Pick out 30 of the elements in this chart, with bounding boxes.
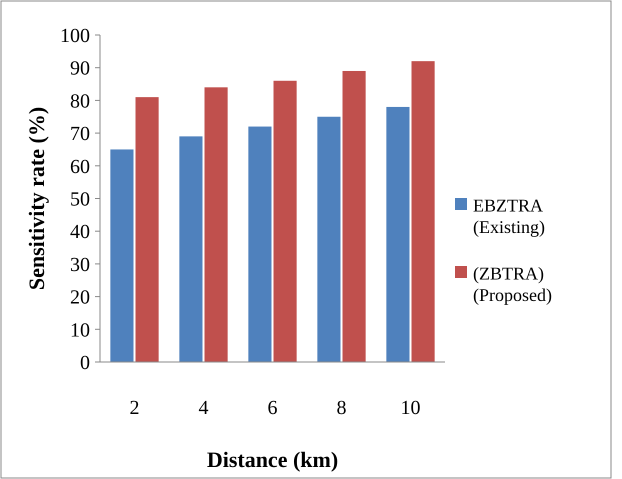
legend-label: EBZTRA (Existing) — [473, 195, 545, 237]
y-tick-label: 10 — [70, 319, 90, 342]
x-tick-label: 10 — [400, 397, 420, 419]
x-tick-label: 2 — [130, 397, 140, 419]
bar — [412, 61, 435, 362]
bar — [386, 106, 410, 362]
y-tick-label: 100 — [60, 25, 90, 47]
x-tick-label: 8 — [336, 397, 346, 419]
y-tick-label: 20 — [70, 286, 90, 309]
y-tick-label: 50 — [70, 188, 90, 210]
bar — [179, 136, 202, 362]
x-axis-title: Distance (km) — [206, 447, 338, 472]
bar — [342, 70, 366, 362]
bar — [136, 97, 159, 362]
bar — [274, 80, 297, 362]
y-tick-label: 30 — [70, 254, 90, 276]
y-axis-title: Sensitivity rate (%) — [24, 106, 49, 290]
bar — [248, 126, 272, 362]
bar — [317, 116, 340, 362]
legend-label: (ZBTRA) (Proposed) — [473, 263, 552, 305]
x-tick-label: 6 — [268, 397, 278, 419]
y-tick-label: 40 — [70, 221, 90, 244]
y-tick-label: 70 — [70, 123, 90, 146]
bar — [204, 87, 228, 362]
y-tick-label: 80 — [70, 90, 90, 112]
x-tick-label: 4 — [198, 397, 208, 419]
bar — [110, 149, 134, 362]
y-tick-label: 60 — [70, 156, 90, 178]
y-tick-label: 0 — [80, 352, 90, 374]
y-tick-label: 90 — [70, 58, 90, 80]
